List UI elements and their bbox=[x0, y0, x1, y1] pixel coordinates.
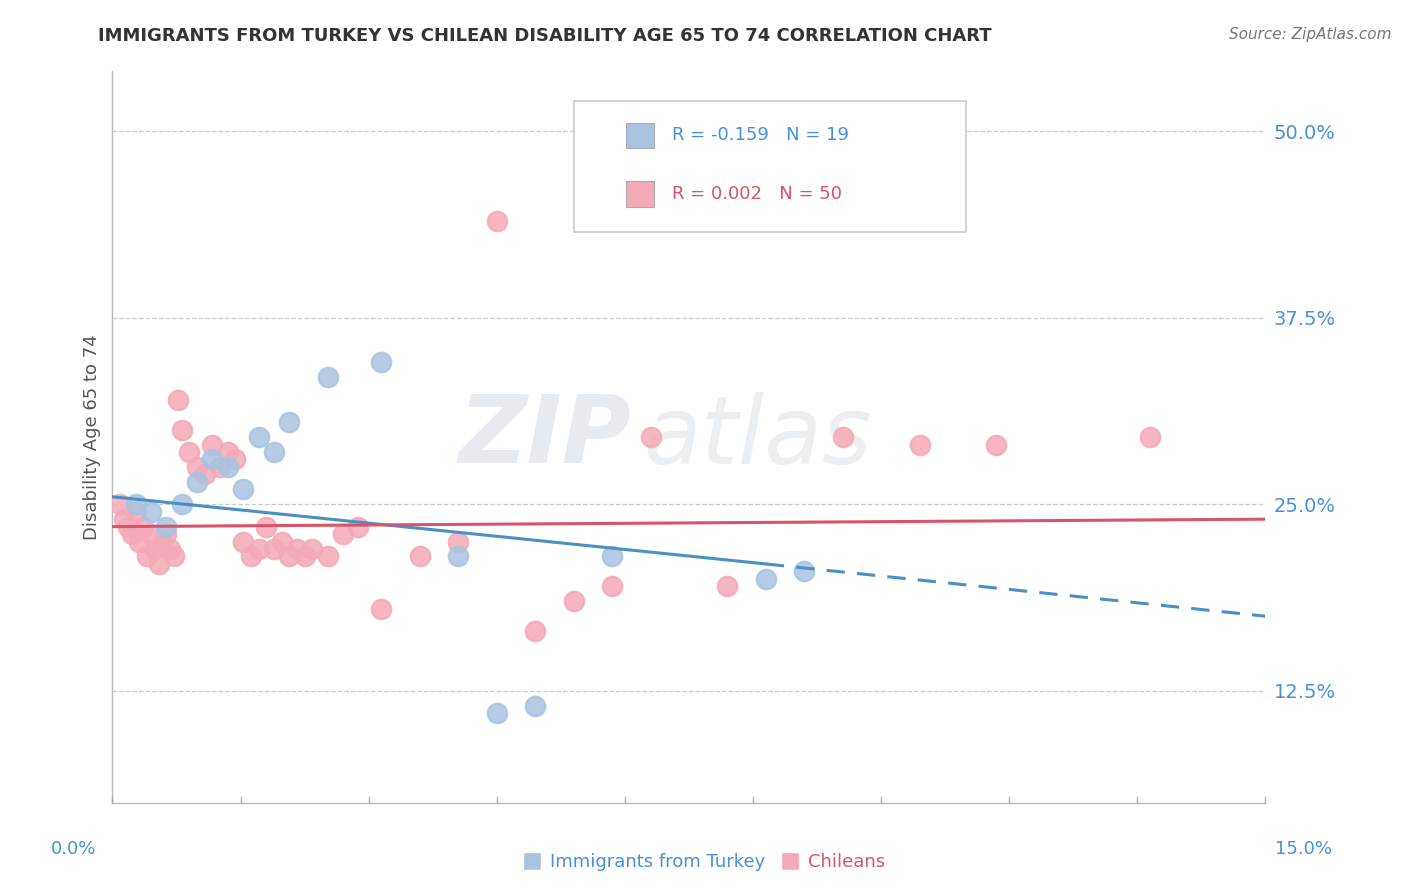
Point bbox=[294, 549, 316, 564]
Point bbox=[232, 483, 254, 497]
Point bbox=[831, 430, 853, 444]
Point bbox=[148, 557, 170, 571]
Point bbox=[117, 519, 139, 533]
Point bbox=[316, 370, 339, 384]
Point bbox=[186, 459, 208, 474]
Point bbox=[640, 430, 662, 444]
Point bbox=[447, 549, 470, 564]
Point bbox=[217, 445, 239, 459]
Point bbox=[285, 542, 308, 557]
Point bbox=[755, 572, 778, 586]
Point bbox=[155, 527, 177, 541]
Point bbox=[986, 437, 1008, 451]
Y-axis label: Disability Age 65 to 74: Disability Age 65 to 74 bbox=[83, 334, 101, 540]
Text: 0.0%: 0.0% bbox=[52, 840, 97, 858]
Point bbox=[132, 519, 155, 533]
Point bbox=[908, 437, 931, 451]
FancyBboxPatch shape bbox=[626, 122, 654, 148]
Point bbox=[112, 512, 135, 526]
Point bbox=[143, 542, 166, 557]
Point bbox=[121, 527, 143, 541]
Point bbox=[485, 706, 508, 721]
Text: 15.0%: 15.0% bbox=[1275, 840, 1333, 858]
Point bbox=[278, 415, 301, 429]
Point bbox=[600, 579, 623, 593]
Point bbox=[139, 505, 162, 519]
Text: IMMIGRANTS FROM TURKEY VS CHILEAN DISABILITY AGE 65 TO 74 CORRELATION CHART: IMMIGRANTS FROM TURKEY VS CHILEAN DISABI… bbox=[98, 27, 993, 45]
Point bbox=[263, 445, 285, 459]
Text: R = 0.002   N = 50: R = 0.002 N = 50 bbox=[672, 185, 842, 202]
Point bbox=[201, 437, 224, 451]
Point bbox=[224, 452, 246, 467]
Point bbox=[254, 519, 277, 533]
Point bbox=[600, 549, 623, 564]
Point bbox=[179, 445, 201, 459]
Point bbox=[301, 542, 323, 557]
Text: atlas: atlas bbox=[643, 392, 872, 483]
Point bbox=[170, 423, 193, 437]
Text: Source: ZipAtlas.com: Source: ZipAtlas.com bbox=[1229, 27, 1392, 42]
Point bbox=[247, 430, 270, 444]
Point bbox=[524, 698, 547, 713]
Point bbox=[247, 542, 270, 557]
Legend: Immigrants from Turkey, Chileans: Immigrants from Turkey, Chileans bbox=[513, 847, 893, 879]
Point bbox=[170, 497, 193, 511]
Point bbox=[1139, 430, 1161, 444]
Point bbox=[166, 392, 188, 407]
Text: ZIP: ZIP bbox=[458, 391, 631, 483]
Point bbox=[159, 542, 181, 557]
FancyBboxPatch shape bbox=[626, 181, 654, 207]
Point bbox=[163, 549, 186, 564]
Point bbox=[370, 601, 392, 615]
Point bbox=[108, 497, 131, 511]
Point bbox=[524, 624, 547, 639]
Point bbox=[155, 519, 177, 533]
Point bbox=[152, 534, 174, 549]
Point bbox=[447, 534, 470, 549]
Point bbox=[124, 505, 146, 519]
Point bbox=[409, 549, 432, 564]
Point bbox=[347, 519, 370, 533]
Point bbox=[263, 542, 285, 557]
Text: R = -0.159   N = 19: R = -0.159 N = 19 bbox=[672, 127, 849, 145]
Point bbox=[217, 459, 239, 474]
Point bbox=[278, 549, 301, 564]
Point bbox=[194, 467, 217, 482]
Point bbox=[124, 497, 146, 511]
Point bbox=[370, 355, 392, 369]
Point bbox=[136, 549, 159, 564]
Point bbox=[270, 534, 292, 549]
Point bbox=[716, 579, 738, 593]
Point bbox=[332, 527, 354, 541]
Point bbox=[239, 549, 262, 564]
Point bbox=[128, 534, 150, 549]
Point bbox=[186, 475, 208, 489]
Point bbox=[793, 565, 815, 579]
Point bbox=[232, 534, 254, 549]
Point bbox=[139, 527, 162, 541]
Point bbox=[201, 452, 224, 467]
Point bbox=[209, 459, 232, 474]
Point bbox=[316, 549, 339, 564]
FancyBboxPatch shape bbox=[574, 101, 966, 232]
Point bbox=[562, 594, 585, 608]
Point bbox=[485, 213, 508, 227]
